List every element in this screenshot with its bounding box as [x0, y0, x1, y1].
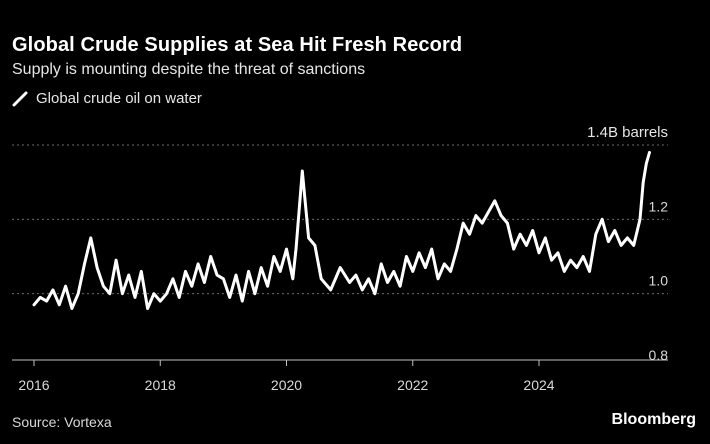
- x-tick-label: 2018: [145, 377, 176, 393]
- chart-title: Global Crude Supplies at Sea Hit Fresh R…: [12, 34, 463, 56]
- legend-line-icon: [12, 91, 28, 106]
- y-tick-label: 0.8: [649, 347, 669, 363]
- bloomberg-logo: Bloomberg: [611, 411, 696, 428]
- source-note: Source: Vortexa: [12, 414, 112, 430]
- x-tick-label: 2024: [523, 377, 554, 393]
- y-tick-label: 1.4B barrels: [587, 124, 668, 141]
- x-tick-label: 2022: [397, 377, 428, 393]
- x-tick-label: 2016: [18, 377, 49, 393]
- legend: Global crude oil on water: [12, 90, 202, 107]
- chart-subtitle: Supply is mounting despite the threat of…: [12, 61, 366, 78]
- y-axis-labels: 0.8 1.0 1.2 1.4B barrels: [587, 124, 668, 363]
- x-axis: 2016 2018 2020 2022 2024: [12, 359, 668, 393]
- legend-label: Global crude oil on water: [36, 90, 202, 107]
- series-line-crude-on-water: [32, 150, 651, 310]
- y-tick-label: 1.0: [649, 273, 669, 289]
- gridlines: [12, 144, 668, 295]
- y-tick-label: 1.2: [649, 198, 669, 214]
- x-tick-label: 2020: [271, 377, 302, 393]
- series-group: [32, 150, 651, 310]
